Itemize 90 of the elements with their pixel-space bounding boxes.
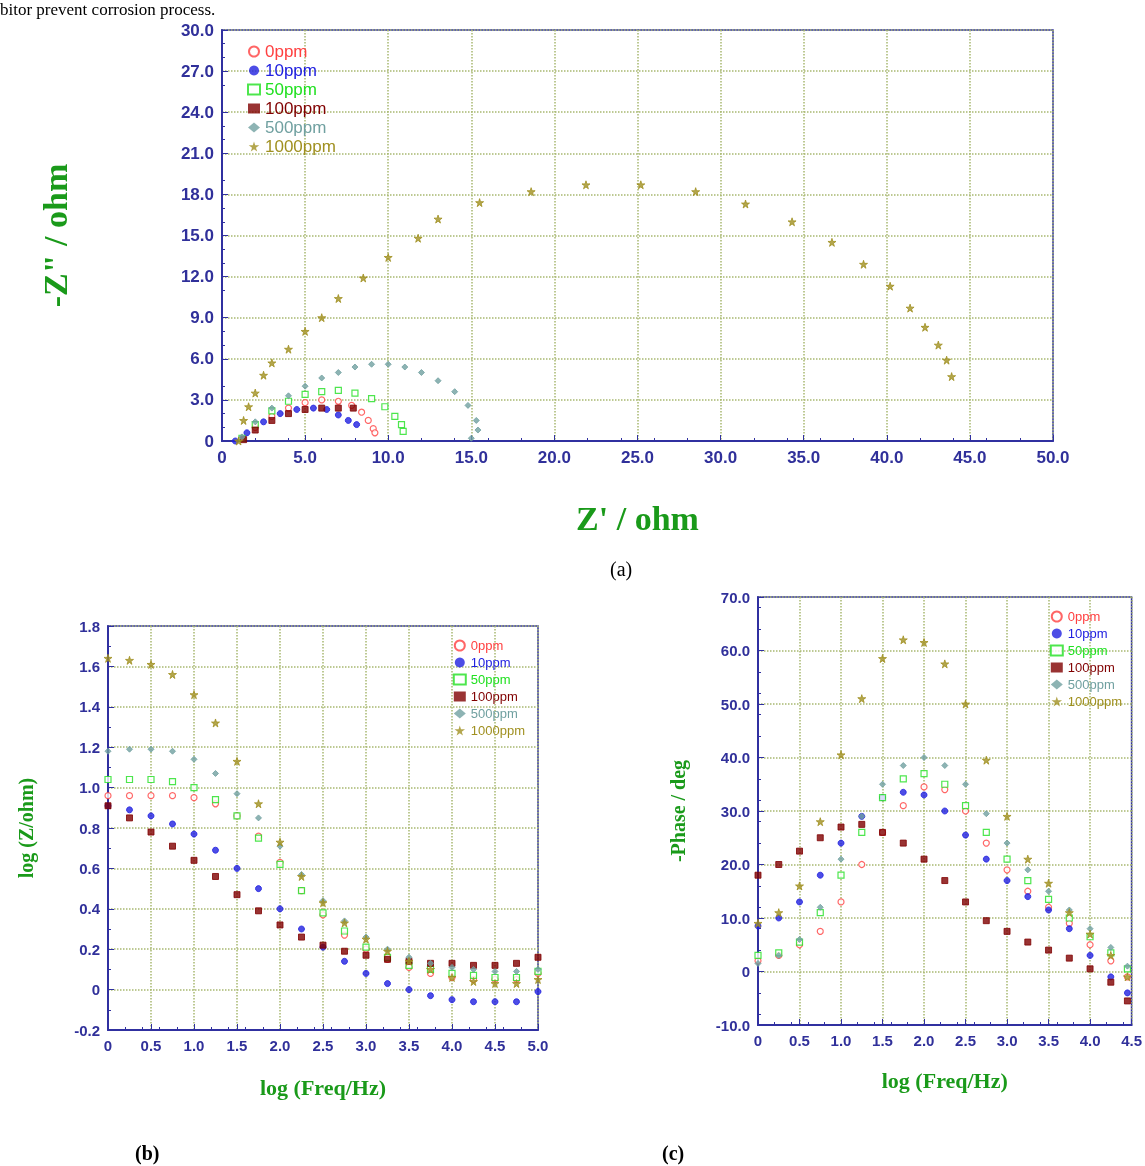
- x-tick-label: 5.0: [293, 448, 317, 467]
- x-tick-label: 1.5: [872, 1032, 893, 1049]
- x-axis-title: log (Freq/Hz): [881, 1067, 1008, 1093]
- x-tick-label: 35.0: [787, 448, 821, 467]
- y-tick-label: 10.0: [720, 909, 750, 927]
- x-tick-label: 3.5: [1038, 1032, 1059, 1049]
- x-tick-label: 3.5: [398, 1037, 420, 1054]
- x-tick-label: 50.0: [1036, 448, 1070, 467]
- x-axis-title: Z' / ohm: [576, 499, 699, 537]
- y-axis-title: -Phase / deg: [667, 759, 690, 863]
- y-tick-label: 0.4: [79, 900, 101, 918]
- y-tick-label: 0: [204, 431, 214, 451]
- x-tick-label: 25.0: [620, 448, 655, 467]
- x-tick-label: 10.0: [371, 448, 405, 467]
- y-tick-label: 24.0: [180, 102, 214, 122]
- y-tick-label: 0.6: [79, 859, 100, 877]
- text: (a): [610, 558, 633, 581]
- y-tick-label: 1.2: [79, 738, 100, 756]
- legend-label: 50ppm: [1067, 643, 1108, 658]
- legend-label: 1000ppm: [265, 137, 336, 156]
- legend-label: 50ppm: [470, 672, 511, 687]
- y-tick-label: 18.0: [180, 184, 214, 204]
- y-tick-label: -0.2: [74, 1021, 100, 1039]
- legend-label: 500ppm: [265, 118, 327, 137]
- x-tick-label: 40.0: [870, 448, 904, 467]
- y-tick-label: 12.0: [180, 267, 214, 287]
- y-axis-title: -Z" / ohm: [36, 163, 74, 308]
- y-axis-title: log (Z/ohm): [15, 777, 38, 879]
- legend-label: 0ppm: [470, 638, 504, 653]
- y-tick-label: 0.2: [79, 940, 100, 958]
- x-tick-label: 4.0: [441, 1037, 463, 1054]
- y-tick-label: 60.0: [720, 642, 750, 659]
- x-tick-label: 4.5: [1121, 1032, 1142, 1049]
- y-tick-label: 50.0: [720, 695, 750, 713]
- x-tick-label: 0: [217, 448, 227, 467]
- y-tick-label: 70.0: [720, 588, 750, 606]
- y-tick-label: 9.0: [190, 308, 214, 328]
- x-tick-label: 5.0: [527, 1037, 549, 1054]
- legend-label: 0ppm: [1067, 609, 1101, 624]
- x-tick-label: 2.0: [913, 1032, 935, 1049]
- x-axis-title: log (Freq/Hz): [259, 1074, 387, 1100]
- x-tick-label: 2.0: [269, 1037, 291, 1054]
- y-tick-label: -10.0: [715, 1016, 750, 1034]
- legend-label: 1000ppm: [1067, 694, 1123, 709]
- x-tick-label: 45.0: [953, 448, 987, 467]
- legend-label: 0ppm: [265, 42, 308, 61]
- x-tick-label: 30.0: [704, 448, 738, 467]
- x-tick-label: 0.5: [140, 1037, 162, 1054]
- y-tick-label: 40.0: [720, 749, 750, 766]
- y-tick-label: 3.0: [190, 390, 214, 410]
- x-tick-label: 2.5: [955, 1032, 976, 1049]
- x-tick-label: 0: [753, 1032, 763, 1049]
- text: (c): [662, 1142, 685, 1165]
- x-tick-label: 1.5: [226, 1037, 248, 1054]
- y-tick-label: 6.0: [190, 349, 214, 369]
- y-tick-label: 0: [741, 963, 750, 980]
- x-tick-label: 2.5: [312, 1037, 334, 1054]
- x-tick-label: 4.0: [1079, 1032, 1101, 1049]
- y-tick-label: 1.0: [79, 779, 100, 797]
- legend-label: 10ppm: [265, 61, 317, 80]
- legend-label: 100ppm: [265, 99, 327, 118]
- y-tick-label: 30.0: [720, 802, 750, 820]
- text: bitor prevent corrosion process.: [0, 0, 216, 19]
- y-tick-label: 30.0: [180, 20, 214, 40]
- x-tick-label: 3.0: [355, 1037, 377, 1054]
- y-tick-label: 20.0: [720, 856, 750, 873]
- legend-label: 10ppm: [470, 655, 511, 670]
- x-tick-label: 0.5: [789, 1032, 810, 1049]
- y-tick-label: 1.6: [79, 657, 100, 675]
- y-tick-label: 27.0: [180, 61, 214, 81]
- y-tick-label: 15.0: [180, 226, 214, 245]
- y-tick-label: 1.8: [79, 617, 100, 635]
- legend-label: 100ppm: [470, 689, 518, 704]
- legend-label: 10ppm: [1067, 626, 1108, 641]
- y-tick-label: 1.4: [79, 698, 101, 716]
- x-tick-label: 4.5: [484, 1037, 506, 1054]
- legend-label: 100ppm: [1067, 660, 1115, 675]
- x-tick-label: 0: [103, 1037, 113, 1054]
- text: (b): [135, 1142, 160, 1165]
- x-tick-label: 15.0: [454, 448, 488, 467]
- y-tick-label: 0.8: [79, 819, 100, 837]
- x-tick-label: 1.0: [830, 1032, 852, 1049]
- y-tick-label: 21.0: [180, 143, 214, 163]
- legend-label: 500ppm: [470, 706, 518, 721]
- x-tick-label: 20.0: [537, 448, 571, 467]
- legend-label: 500ppm: [1067, 677, 1115, 692]
- x-tick-label: 3.0: [996, 1032, 1018, 1049]
- y-tick-label: 0: [91, 981, 100, 999]
- legend-label: 50ppm: [265, 80, 317, 99]
- legend-label: 1000ppm: [470, 723, 526, 738]
